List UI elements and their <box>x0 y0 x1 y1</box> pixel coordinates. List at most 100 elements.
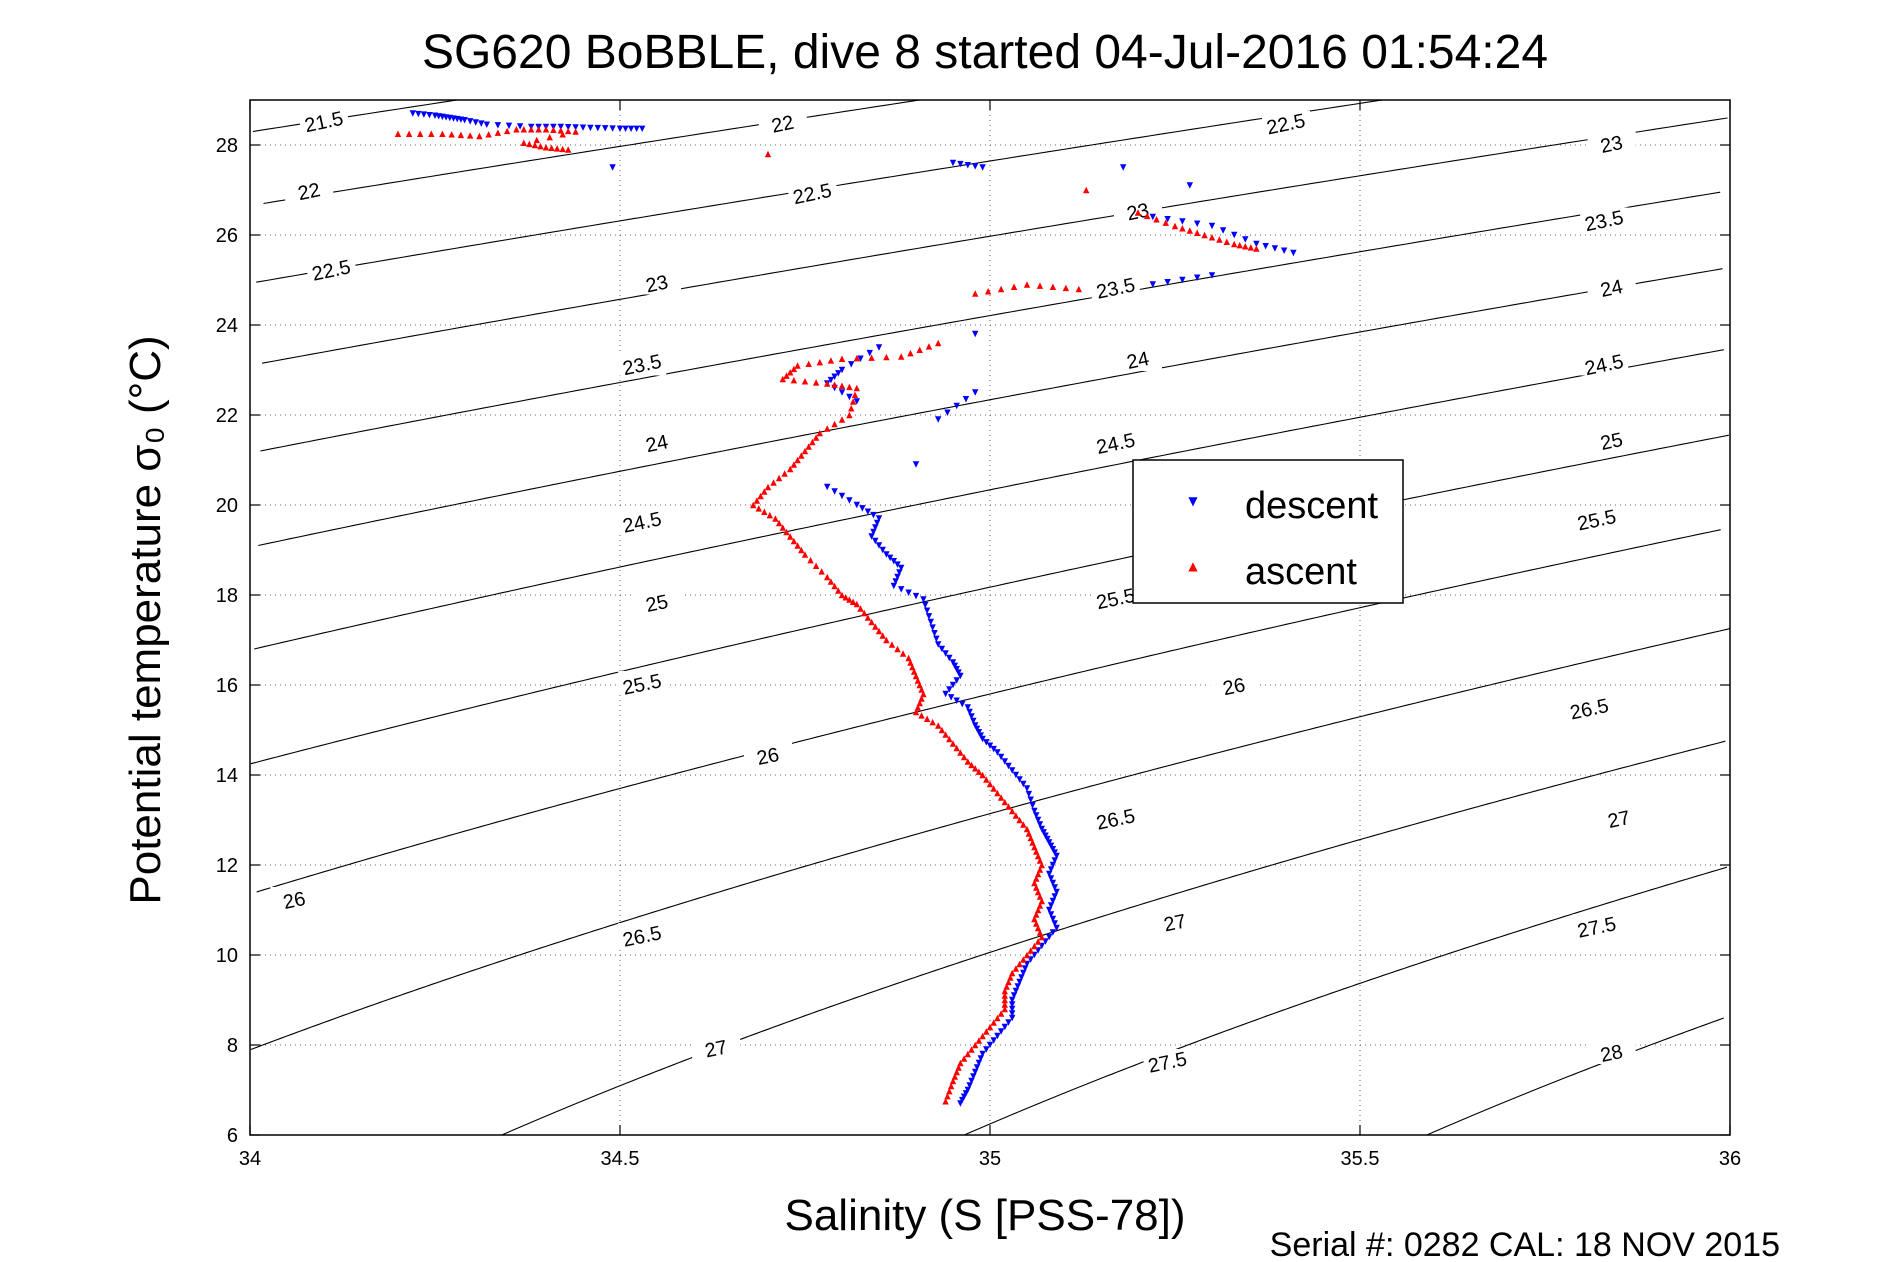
ascent-point <box>979 1032 986 1040</box>
descent-point <box>990 1037 997 1044</box>
descent-point <box>1049 897 1057 905</box>
descent-point <box>1038 825 1045 833</box>
y-tick-label: 26 <box>216 225 238 247</box>
y-tick-label: 20 <box>216 495 238 517</box>
ascent-point <box>942 731 949 738</box>
ascent-point <box>770 479 777 486</box>
ascent-point <box>848 405 855 412</box>
ascent-point <box>1001 1005 1008 1013</box>
descent-point <box>922 601 929 609</box>
descent-point <box>853 501 860 509</box>
ascent-point <box>849 598 857 605</box>
ascent-point <box>984 288 992 295</box>
ascent-point <box>960 753 968 761</box>
ascent-point <box>864 614 872 621</box>
descent-point <box>866 349 873 357</box>
y-tick-label: 24 <box>216 315 238 337</box>
x-tick-label: 36 <box>1719 1148 1741 1170</box>
descent-point <box>953 677 960 684</box>
descent-point <box>949 659 957 666</box>
descent-point <box>964 1086 971 1094</box>
ascent-point <box>888 641 896 648</box>
descent-point <box>1023 785 1031 792</box>
ascent-point <box>1034 924 1042 932</box>
contour-label-bg <box>1143 1049 1192 1073</box>
descent-point <box>1005 762 1012 770</box>
ascent-point <box>1025 830 1033 837</box>
descent-point <box>883 551 890 558</box>
ascent-point <box>520 139 527 146</box>
descent-point <box>953 666 960 673</box>
legend-ascent-marker: ▲ <box>1188 559 1198 573</box>
ascent-point <box>868 354 875 361</box>
descent-point <box>968 1077 975 1085</box>
descent-point <box>898 586 905 593</box>
descent-point <box>1049 846 1057 853</box>
ascent-point <box>857 605 864 612</box>
ascent-point <box>1005 978 1012 986</box>
contour-label-bg <box>744 743 792 767</box>
descent-point <box>1046 870 1053 878</box>
descent-point <box>977 1055 984 1062</box>
contour-label: 23 <box>1598 132 1624 158</box>
ascent-point <box>1016 960 1023 968</box>
ascent-point <box>894 645 901 653</box>
ascent-point <box>955 1064 962 1071</box>
ascent-point <box>1023 951 1031 959</box>
ascent-point <box>916 346 923 353</box>
descent-point <box>1020 780 1027 788</box>
ascent-point <box>1029 839 1036 846</box>
descent-point <box>1009 767 1016 774</box>
ascent-point <box>875 627 883 635</box>
ascent-point <box>503 127 511 135</box>
descent-point <box>409 110 416 117</box>
ascent-point <box>960 1055 968 1062</box>
ascent-point <box>542 144 550 151</box>
descent-point <box>846 497 853 504</box>
ascent-point <box>838 416 846 423</box>
ascent-point <box>1034 938 1042 945</box>
ascent-point <box>565 146 572 153</box>
descent-point <box>923 607 931 614</box>
ascent-point <box>790 537 798 545</box>
ascent-point <box>1247 244 1255 251</box>
contour-label: 28 <box>1598 1041 1624 1067</box>
ascent-point <box>809 438 816 446</box>
descent-point <box>972 389 979 396</box>
ascent-point <box>1001 992 1008 999</box>
descent-point <box>938 645 946 653</box>
ascent-point <box>944 1092 951 1100</box>
contour-label-bg <box>1580 351 1629 376</box>
ascent-point <box>1208 234 1216 241</box>
descent-point <box>970 1073 977 1080</box>
descent-point <box>602 125 609 132</box>
descent-point <box>875 515 883 522</box>
descent-point <box>1051 857 1058 864</box>
ascent-point <box>824 573 831 581</box>
contour-label: 24 <box>1125 348 1151 374</box>
ascent-point <box>1034 870 1042 878</box>
y-tick-label: 10 <box>216 945 238 967</box>
ascent-point <box>466 132 474 139</box>
contour-label-bg <box>1587 1040 1636 1064</box>
contour-label-bg <box>618 671 667 695</box>
ascent-point <box>1162 219 1169 226</box>
ascent-point <box>907 349 914 357</box>
ascent-point <box>513 126 520 133</box>
ascent-point <box>1036 857 1044 864</box>
ascent-point <box>916 681 923 689</box>
descent-point <box>975 729 983 736</box>
ascent-point <box>983 776 990 783</box>
ascent-point <box>1005 803 1012 810</box>
contour-label-bg <box>270 887 319 911</box>
y-tick-label: 14 <box>216 765 238 787</box>
ascent-point <box>975 768 983 775</box>
ascent-point <box>1242 243 1249 250</box>
descent-point <box>609 125 616 132</box>
ascent-point <box>912 708 920 716</box>
ascent-point <box>790 461 798 468</box>
isopycnal-line <box>250 628 1730 1051</box>
ascent-point <box>1001 987 1008 995</box>
descent-point <box>1186 182 1193 189</box>
